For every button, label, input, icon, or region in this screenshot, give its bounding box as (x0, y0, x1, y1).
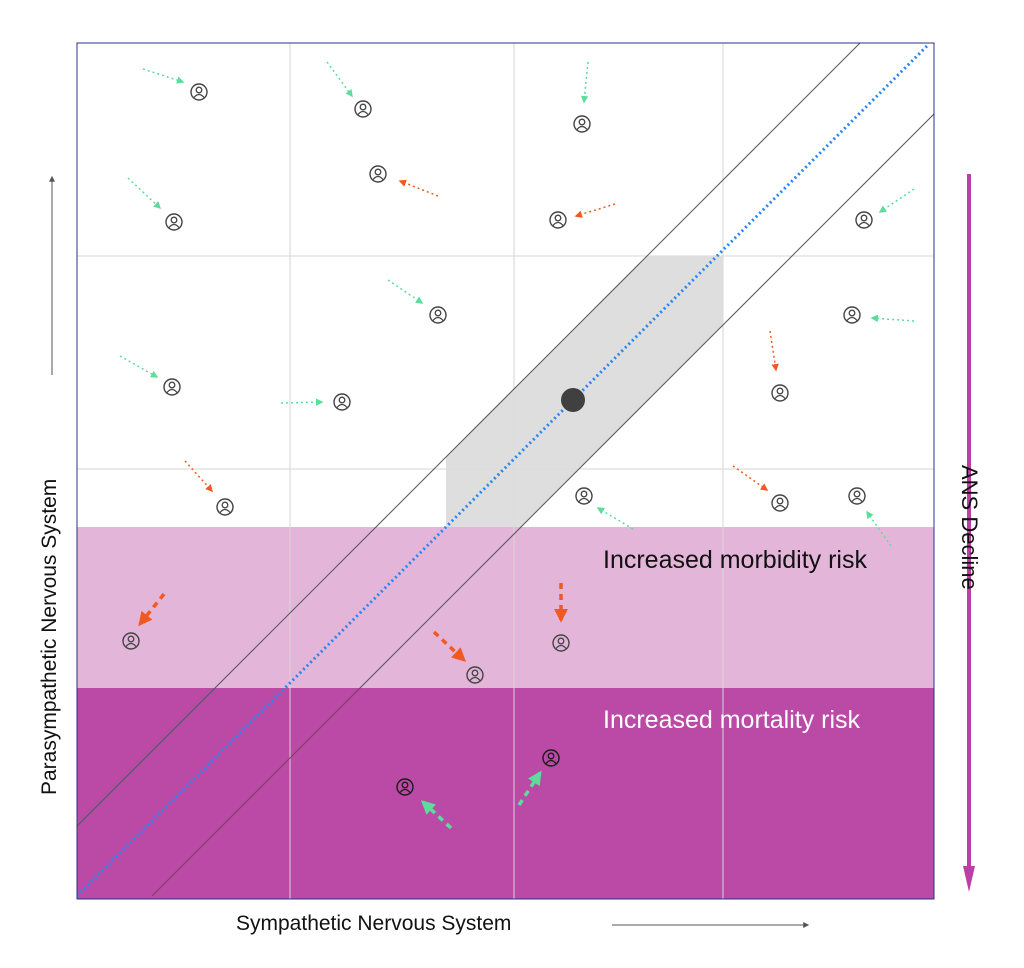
grid (77, 43, 934, 899)
improving-trend-arrow (326, 61, 353, 98)
person-icon (855, 211, 873, 229)
person-icon (575, 487, 593, 505)
ans-decline-arrowhead (963, 866, 975, 892)
improving-trend-arrow (387, 279, 424, 304)
improving-trend-arrow (119, 355, 159, 378)
improving-trend-arrow (127, 177, 162, 210)
band-lower-boundary (151, 113, 934, 897)
person-icon (190, 83, 208, 101)
person-icon (843, 306, 861, 324)
improving-trend-arrow (596, 507, 634, 530)
balance-line (77, 43, 930, 898)
improving-trend-arrow (142, 68, 185, 84)
person-icon (771, 384, 789, 402)
person-icon (333, 393, 351, 411)
person-icon (216, 498, 234, 516)
improving-trend-arrow (870, 314, 915, 323)
worsening-trend-arrow (574, 203, 616, 218)
optimal-balance-dot (561, 388, 585, 412)
morbidity-zone-label: Increased morbidity risk (603, 546, 867, 574)
mortality-zone (77, 688, 934, 899)
person-icon (466, 666, 484, 684)
person-icon (122, 632, 140, 650)
y-axis-label: Parasympathetic Nervous System (38, 478, 61, 795)
worsening-trend-arrow (769, 330, 779, 372)
improving-trend-arrow (866, 510, 892, 547)
person-icon (163, 378, 181, 396)
mortality-zone-label: Increased mortality risk (603, 706, 861, 734)
improving-trend-arrow (878, 188, 915, 213)
person-icon (552, 634, 570, 652)
x-axis-label: Sympathetic Nervous System (236, 912, 512, 935)
plot-border (76, 42, 935, 900)
worsening-trend-arrow (732, 465, 769, 491)
person-icon (165, 213, 183, 231)
band-upper-boundary (77, 43, 861, 827)
person-icon (369, 165, 387, 183)
morbidity-zone (77, 527, 934, 688)
person-icon (429, 306, 447, 324)
worsening-trend-arrow (432, 630, 467, 662)
person-icon (396, 778, 414, 796)
ans-decline-label: ANS Decline (957, 465, 982, 590)
healthy-balance-band (446, 256, 723, 527)
improving-trend-arrow (580, 61, 589, 104)
person-icon (542, 749, 560, 767)
worsening-trend-arrow (184, 460, 214, 493)
improving-trend-arrow (280, 398, 324, 406)
worsening-trend-arrow (398, 179, 439, 197)
person-icon (573, 115, 591, 133)
person-icon (848, 487, 866, 505)
person-icon (771, 494, 789, 512)
person-icon (354, 100, 372, 118)
person-icon (549, 211, 567, 229)
